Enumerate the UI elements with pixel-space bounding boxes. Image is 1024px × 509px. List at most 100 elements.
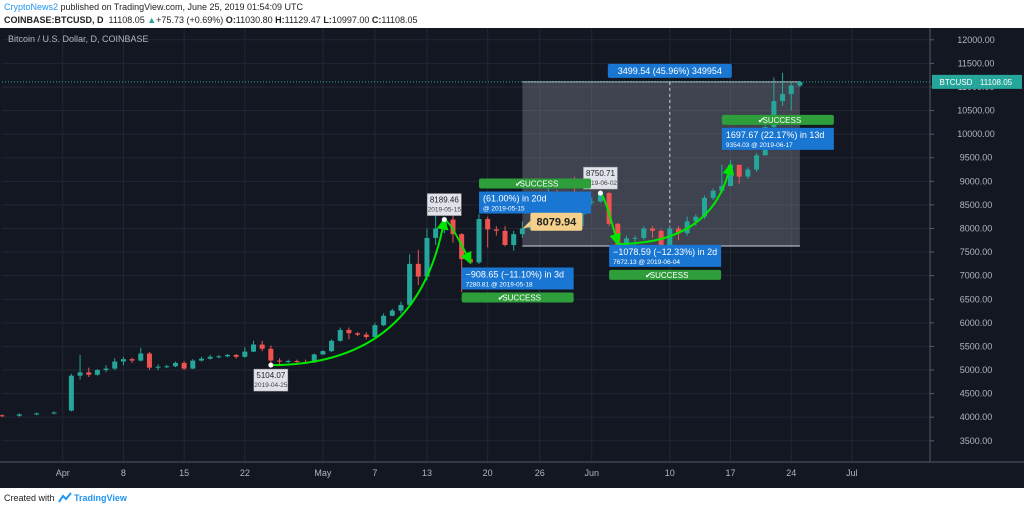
candle-body — [363, 334, 369, 337]
y-tick-label: 4000.00 — [960, 412, 993, 422]
candle-body — [381, 315, 387, 326]
success-badge-label: SUCCESS — [502, 293, 541, 302]
candle-body — [51, 412, 57, 414]
candle-body — [311, 354, 317, 363]
candle-body — [702, 197, 708, 217]
candle-body — [355, 333, 361, 335]
candle-body — [606, 193, 612, 224]
candle-body — [597, 193, 603, 202]
y-tick-label: 6000.00 — [960, 318, 993, 328]
x-tick-label: 26 — [535, 468, 545, 478]
x-tick-label: 7 — [372, 468, 377, 478]
check-icon: ✔ — [515, 180, 522, 189]
candle-body — [337, 329, 343, 341]
candle-body — [329, 340, 335, 352]
candle-body — [641, 228, 647, 238]
candle-body — [198, 358, 204, 361]
x-tick-label: 15 — [179, 468, 189, 478]
price-tag-box — [583, 166, 618, 190]
candlestick-chart[interactable]: 3500.00 4000.00 4500.00 5000.00 5500.00 6000.… — [0, 28, 1024, 488]
author-link[interactable]: CryptoNews2 — [4, 2, 59, 12]
candle-body — [207, 356, 213, 359]
measure-label-box — [607, 63, 732, 78]
candle-body — [502, 230, 508, 245]
move-label-line2: 9354.03 @ 2019-06-17 — [726, 142, 793, 149]
candle-body — [34, 413, 40, 415]
candle-body — [172, 362, 178, 367]
candle-body — [233, 354, 239, 357]
open-value: 11030.80 — [235, 15, 273, 25]
success-badge — [721, 114, 834, 125]
price-tag-date: 2019-06-02 — [584, 180, 618, 187]
candle-body — [771, 101, 777, 128]
symbol-line: COINBASE:BTCUSD, D 11108.05 ▲+75.73 (+0.… — [4, 15, 418, 25]
x-tick-label: Jun — [584, 468, 599, 478]
y-tick-label: 7500.00 — [960, 247, 993, 257]
price-tag-value: 8189.46 — [430, 196, 459, 205]
check-icon: ✔ — [498, 293, 505, 302]
check-icon: ✔ — [645, 271, 652, 280]
x-tick-label: 24 — [786, 468, 796, 478]
chart-background — [0, 28, 1024, 488]
candle-body — [632, 237, 638, 239]
y-tick-label: 12000.00 — [957, 35, 995, 45]
chart-footer: Created with TradingView — [0, 488, 1024, 509]
move-arrow — [270, 217, 449, 367]
x-tick-label: Jul — [846, 468, 858, 478]
candle-body — [285, 361, 291, 363]
price-axis-background — [930, 28, 1024, 488]
candle-body — [224, 354, 230, 357]
y-tick-label: 4500.00 — [960, 389, 993, 399]
candle-body — [259, 344, 265, 349]
price-tag-box — [253, 368, 289, 392]
move-label-box — [461, 267, 574, 290]
candle-body — [745, 169, 751, 177]
chart-title: Bitcoin / U.S. Dollar, D, COINBASE — [8, 34, 149, 44]
candle-body — [372, 325, 378, 337]
candle-body — [112, 361, 118, 369]
success-badge-label: SUCCESS — [520, 180, 559, 189]
y-tick-label: 9000.00 — [960, 176, 993, 186]
x-tick-label: 20 — [483, 468, 493, 478]
candle-body — [155, 366, 161, 368]
x-tick-label: 8 — [121, 468, 126, 478]
candle-body — [780, 94, 786, 102]
success-badge — [479, 178, 592, 189]
x-tick-label: 13 — [422, 468, 432, 478]
candle-body — [277, 360, 283, 362]
last-price-tag — [932, 74, 1022, 89]
candle-body — [164, 366, 170, 368]
callout-text: 8079.94 — [536, 217, 577, 229]
chart-header: CryptoNews2 published on TradingView.com… — [0, 0, 1024, 28]
publish-text: published on TradingView.com, June 25, 2… — [60, 2, 304, 12]
symbol-price: 11108.05 — [108, 15, 145, 25]
candle-body — [649, 228, 655, 231]
move-label-line2: 7280.81 @ 2019-05-18 — [466, 281, 533, 288]
y-tick-label: 7000.00 — [960, 271, 993, 281]
tradingview-link[interactable]: TradingView — [74, 493, 127, 503]
price-point-dot — [268, 362, 274, 368]
candle-body — [181, 362, 187, 369]
y-tick-label: 10000.00 — [957, 129, 995, 139]
y-tick-label: 6500.00 — [960, 294, 993, 304]
candle-body — [710, 190, 716, 198]
symbol-name: COINBASE:BTCUSD, D — [4, 15, 104, 25]
high-value: 11129.47 — [284, 15, 321, 25]
move-label-line1: 1697.67 (22.17%) in 13d — [726, 130, 825, 140]
candle-body — [623, 238, 629, 245]
price-tag-value: 8750.71 — [586, 169, 615, 178]
move-arrow — [617, 162, 735, 245]
candle-body — [493, 229, 499, 231]
x-tick-label: 10 — [665, 468, 675, 478]
success-badge-label: SUCCESS — [650, 271, 689, 280]
callout-pointer — [522, 220, 531, 229]
last-price-symbol: BTCUSD — [940, 78, 973, 87]
candle-body — [519, 228, 525, 235]
x-tick-label: 17 — [726, 468, 736, 478]
y-tick-label: 5000.00 — [960, 365, 993, 375]
y-tick-label: 11500.00 — [958, 58, 995, 68]
candle-body — [86, 372, 92, 375]
candle-body — [485, 219, 491, 230]
move-label-line1: (61.00%) in 20d — [483, 194, 547, 204]
candle-body — [251, 344, 257, 352]
